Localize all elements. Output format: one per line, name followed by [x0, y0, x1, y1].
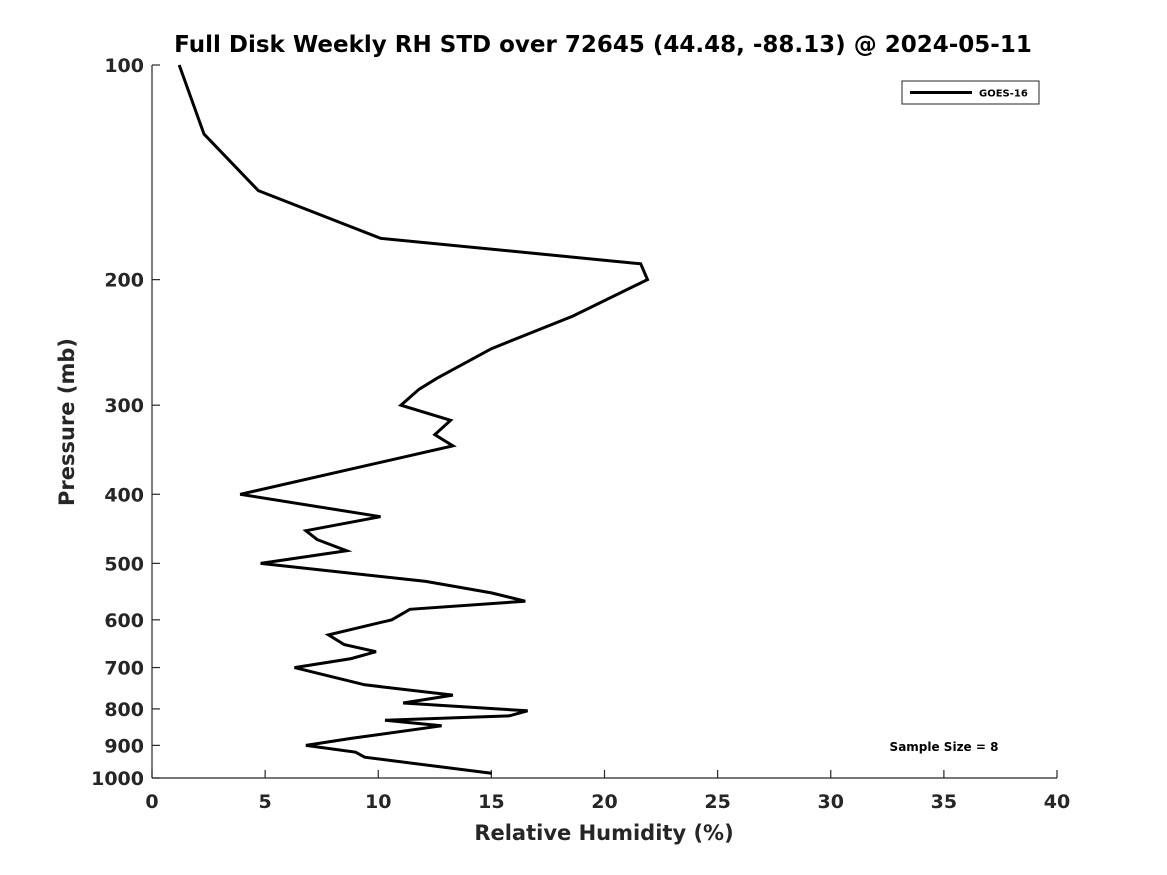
legend-label-goes-16: GOES-16	[979, 89, 1028, 100]
chart-title: Full Disk Weekly RH STD over 72645 (44.4…	[174, 32, 1032, 58]
y-tick-label: 700	[104, 658, 144, 680]
x-ticks: 0 5 10 15 20 25 30 35 40	[145, 770, 1070, 813]
y-tick-label: 500	[104, 553, 144, 575]
y-ticks: 100 200 300 400 500 600 700 800 900 1000	[91, 55, 160, 790]
x-tick-label: 40	[1044, 791, 1070, 813]
x-tick-label: 20	[591, 791, 617, 813]
y-tick-label: 300	[104, 395, 144, 417]
y-tick-label: 800	[104, 699, 144, 721]
x-axis-label: Relative Humidity (%)	[474, 821, 733, 845]
x-tick-label: 25	[704, 791, 730, 813]
x-tick-label: 5	[259, 791, 272, 813]
x-tick-label: 10	[365, 791, 391, 813]
series-line-0	[177, 64, 650, 775]
y-tick-label: 900	[104, 735, 144, 757]
x-tick-label: 0	[145, 791, 158, 813]
x-tick-label: 35	[931, 791, 957, 813]
y-tick-label: 100	[104, 55, 144, 77]
y-tick-label: 600	[104, 610, 144, 632]
series-layer	[177, 64, 650, 775]
legend: GOES-16	[901, 80, 1040, 105]
y-tick-label: 400	[104, 484, 144, 506]
x-tick-label: 15	[478, 791, 504, 813]
y-tick-label: 1000	[91, 768, 144, 790]
y-tick-label: 200	[104, 270, 144, 292]
x-tick-label: 30	[818, 791, 844, 813]
y-axis-label: Pressure (mb)	[55, 338, 79, 506]
sample-size-annotation: Sample Size = 8	[890, 740, 999, 754]
